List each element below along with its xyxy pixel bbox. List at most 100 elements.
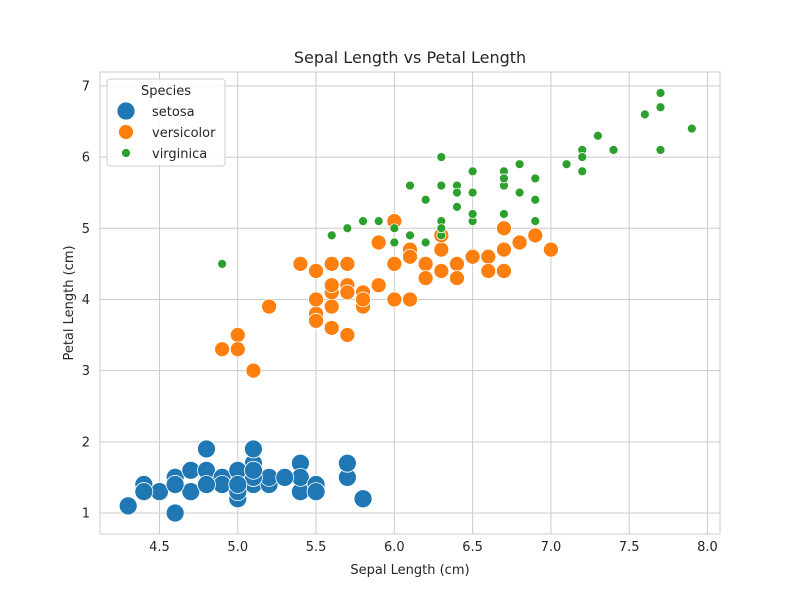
legend-marker-setosa xyxy=(116,101,136,121)
y-tick-label: 2 xyxy=(82,435,90,450)
data-point-virginica xyxy=(655,145,666,155)
data-point-setosa xyxy=(134,482,154,502)
legend-title: Species xyxy=(141,84,191,99)
data-point-virginica xyxy=(217,258,228,269)
data-point-versicolor xyxy=(355,291,371,308)
data-point-versicolor xyxy=(323,255,340,272)
data-point-virginica xyxy=(514,187,525,198)
series-virginica xyxy=(217,88,697,269)
data-point-versicolor xyxy=(323,320,340,336)
legend-label-setosa: setosa xyxy=(152,105,195,120)
x-axis-label: Sepal Length (cm) xyxy=(350,563,469,578)
data-point-versicolor xyxy=(339,255,356,272)
x-tick-label: 5.5 xyxy=(306,540,327,555)
data-point-versicolor xyxy=(496,263,512,279)
data-point-versicolor xyxy=(543,241,559,258)
data-point-virginica xyxy=(499,209,509,219)
x-tick-label: 6.5 xyxy=(462,540,483,555)
data-point-setosa xyxy=(228,475,248,494)
data-point-virginica xyxy=(514,159,525,170)
x-tick-label: 7.0 xyxy=(541,540,562,555)
data-point-virginica xyxy=(530,194,541,205)
x-tick-label: 6.0 xyxy=(384,540,405,555)
data-point-versicolor xyxy=(308,291,324,308)
legend-box xyxy=(106,78,226,167)
x-tick-label: 7.5 xyxy=(619,540,640,555)
data-point-virginica xyxy=(577,166,588,177)
data-point-setosa xyxy=(306,482,326,502)
y-tick-label: 7 xyxy=(82,79,90,94)
y-tick-label: 1 xyxy=(82,507,90,522)
data-point-virginica xyxy=(592,130,603,141)
data-point-versicolor xyxy=(496,241,512,258)
data-point-versicolor xyxy=(370,234,387,251)
data-point-virginica xyxy=(342,223,353,234)
data-point-setosa xyxy=(275,468,295,487)
data-point-versicolor xyxy=(464,248,481,265)
plot-frame xyxy=(99,71,721,535)
data-point-versicolor xyxy=(323,277,340,294)
y-tick-label: 4 xyxy=(82,293,90,308)
x-tick-label: 8.0 xyxy=(697,540,718,555)
data-point-setosa xyxy=(165,475,185,494)
y-tick-label: 6 xyxy=(82,151,90,166)
x-tick-label: 4.5 xyxy=(149,540,170,555)
data-point-versicolor xyxy=(449,270,465,286)
data-point-virginica xyxy=(655,102,666,113)
data-point-versicolor xyxy=(214,341,231,358)
data-point-setosa xyxy=(244,439,263,459)
data-point-setosa xyxy=(181,482,201,502)
data-point-versicolor xyxy=(511,234,528,251)
data-point-versicolor xyxy=(480,263,497,279)
data-point-virginica xyxy=(530,216,541,227)
data-point-virginica xyxy=(389,223,400,234)
data-point-setosa xyxy=(353,489,373,509)
legend-label-virginica: virginica xyxy=(152,147,207,162)
data-point-virginica xyxy=(577,152,588,162)
data-point-virginica xyxy=(389,237,400,248)
data-point-versicolor xyxy=(323,298,340,315)
legend: Species setosa versicolor virginica xyxy=(106,78,226,167)
y-tick-labels: 1 2 3 4 5 6 7 xyxy=(82,79,90,521)
y-axis-label: Petal Length (cm) xyxy=(62,245,77,360)
data-point-versicolor xyxy=(370,277,387,294)
data-point-virginica xyxy=(467,209,478,219)
data-point-versicolor xyxy=(308,312,324,329)
legend-marker-versicolor xyxy=(118,124,134,140)
data-point-versicolor xyxy=(339,327,356,343)
x-tick-label: 5.0 xyxy=(227,540,248,555)
data-point-virginica xyxy=(686,123,697,134)
data-point-versicolor xyxy=(245,362,262,379)
data-point-virginica xyxy=(452,201,462,212)
data-point-versicolor xyxy=(433,241,450,258)
data-point-setosa xyxy=(337,453,357,473)
data-point-virginica xyxy=(358,216,368,227)
data-point-versicolor xyxy=(433,263,450,279)
data-point-setosa xyxy=(197,439,216,459)
data-point-versicolor xyxy=(480,248,497,265)
data-point-virginica xyxy=(499,173,509,184)
data-point-virginica xyxy=(467,166,478,177)
data-point-virginica xyxy=(467,187,478,198)
data-point-virginica xyxy=(420,194,431,205)
legend-marker-virginica xyxy=(121,148,131,158)
legend-label-versicolor: versicolor xyxy=(152,126,216,141)
y-tick-label: 5 xyxy=(82,222,90,237)
data-point-virginica xyxy=(639,109,650,120)
data-point-versicolor xyxy=(417,270,434,286)
chart-title: Sepal Length vs Petal Length xyxy=(294,48,526,67)
data-point-versicolor xyxy=(386,255,403,272)
data-point-versicolor xyxy=(417,255,434,272)
data-point-versicolor xyxy=(402,291,418,308)
data-point-versicolor xyxy=(229,327,246,343)
data-point-versicolor xyxy=(339,284,356,301)
data-point-versicolor xyxy=(496,220,512,237)
data-point-setosa xyxy=(165,503,185,523)
grid-lines xyxy=(100,72,720,534)
data-point-versicolor xyxy=(527,227,544,244)
data-point-virginica xyxy=(405,230,415,241)
data-point-virginica xyxy=(436,152,447,162)
series-setosa xyxy=(118,439,373,523)
data-points xyxy=(118,88,697,523)
data-point-virginica xyxy=(436,180,447,191)
